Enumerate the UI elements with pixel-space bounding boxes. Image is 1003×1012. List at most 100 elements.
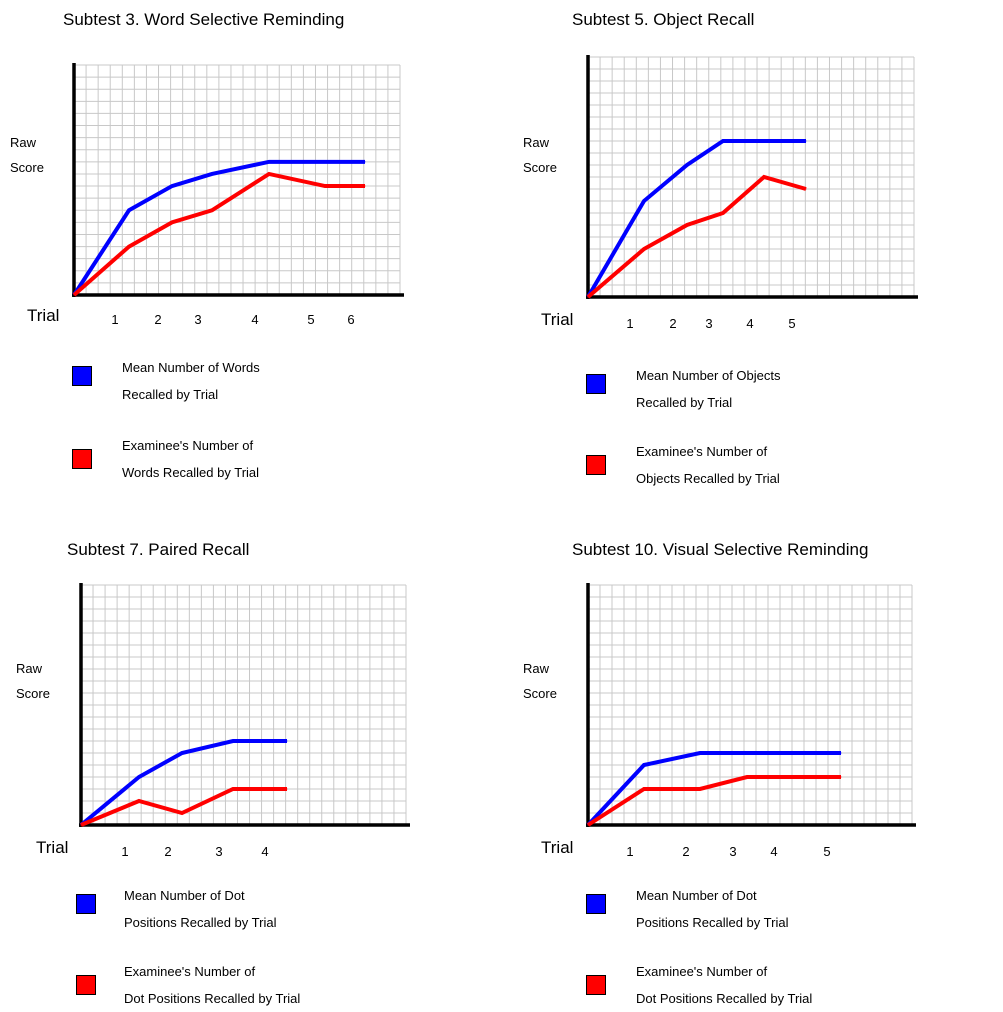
series-line-examinee — [586, 775, 841, 827]
data-point — [268, 173, 270, 175]
legend-swatch-mean — [76, 894, 96, 914]
data-point — [324, 185, 326, 187]
y-label-line: Score — [523, 686, 557, 701]
series-line-mean — [586, 139, 806, 299]
data-point — [364, 185, 366, 187]
legend-line: Examinee's Number of — [124, 964, 256, 979]
data-point — [211, 209, 213, 211]
y-axis-label: Raw Score — [16, 656, 50, 706]
legend-line: Positions Recalled by Trial — [124, 915, 277, 930]
data-point — [364, 161, 366, 163]
data-point — [128, 246, 130, 248]
x-axis-label: Trial — [27, 306, 60, 325]
data-point — [138, 800, 140, 802]
data-point — [181, 812, 183, 814]
legend-line: Examinee's Number of — [122, 438, 254, 453]
y-label-line: Score — [16, 686, 50, 701]
legend-line: Mean Number of Words — [122, 360, 260, 375]
x-axis-label: Trial — [541, 310, 574, 329]
y-axis-label: Raw Score — [523, 656, 557, 706]
series-line-examinee — [80, 787, 287, 827]
data-point — [324, 161, 326, 163]
data-point — [232, 788, 234, 790]
data-point — [643, 764, 645, 766]
data-point — [171, 185, 173, 187]
legend-line: Dot Positions Recalled by Trial — [124, 991, 301, 1006]
y-label-line: Raw — [16, 661, 43, 676]
grid — [81, 584, 407, 825]
legend-label-mean: Mean Number of Dot Positions Recalled by… — [124, 882, 424, 936]
chart-title: Subtest 3. Word Selective Reminding — [63, 10, 345, 29]
data-point — [643, 200, 645, 202]
data-point — [171, 221, 173, 223]
legend-line: Examinee's Number of — [636, 444, 768, 459]
data-point — [286, 788, 288, 790]
x-tick-label: 5 — [788, 316, 796, 331]
data-point — [286, 740, 288, 742]
x-tick-label: 3 — [194, 312, 202, 327]
chart-title: Subtest 5. Object Recall — [572, 10, 755, 29]
x-tick-label: 5 — [823, 844, 831, 859]
data-point — [80, 824, 82, 826]
line-chart — [586, 55, 918, 299]
y-label-line: Raw — [10, 135, 37, 150]
x-tick-label: 4 — [770, 844, 778, 859]
legend-line: Positions Recalled by Trial — [636, 915, 789, 930]
y-label-line: Score — [10, 160, 44, 175]
series-line-mean — [586, 751, 841, 827]
data-point — [787, 776, 789, 778]
x-tick-label: 3 — [705, 316, 713, 331]
data-point — [128, 209, 130, 211]
data-point — [787, 752, 789, 754]
series-line-mean — [72, 159, 365, 297]
data-point — [587, 824, 589, 826]
line-chart — [72, 63, 404, 297]
legend-swatch-examinee — [586, 455, 606, 475]
legend-line: Words Recalled by Trial — [122, 465, 260, 480]
x-tick-label: 4 — [251, 312, 259, 327]
y-axis-label: Raw Score — [10, 130, 44, 180]
data-point — [211, 173, 213, 175]
line-chart — [79, 583, 410, 827]
x-tick-label: 2 — [164, 844, 172, 859]
data-point — [763, 140, 765, 142]
legend-swatch-examinee — [76, 975, 96, 995]
data-point — [686, 224, 688, 226]
legend-swatch-mean — [586, 894, 606, 914]
y-axis-label: Raw Score — [523, 130, 557, 180]
legend-line: Mean Number of Dot — [636, 888, 757, 903]
data-point — [840, 776, 842, 778]
grid — [74, 64, 401, 295]
x-tick-label: 6 — [347, 312, 355, 327]
line-chart — [586, 583, 916, 827]
x-tick-label: 3 — [215, 844, 223, 859]
x-axis-label: Trial — [36, 838, 69, 857]
legend-label-examinee: Examinee's Number of Dot Positions Recal… — [124, 958, 424, 1012]
legend-swatch-mean — [72, 366, 92, 386]
grid — [588, 56, 915, 297]
legend-label-examinee: Examinee's Number of Words Recalled by T… — [122, 432, 422, 486]
data-point — [805, 140, 807, 142]
data-point — [763, 176, 765, 178]
data-point — [840, 752, 842, 754]
legend-line: Objects Recalled by Trial — [636, 471, 780, 486]
legend-swatch-examinee — [586, 975, 606, 995]
x-tick-label: 1 — [121, 844, 129, 859]
x-tick-label: 2 — [682, 844, 690, 859]
legend-label-examinee: Examinee's Number of Dot Positions Recal… — [636, 958, 936, 1012]
data-point — [699, 788, 701, 790]
legend-label-mean: Mean Number of Dot Positions Recalled by… — [636, 882, 936, 936]
x-tick-label: 1 — [626, 844, 634, 859]
x-tick-label: 2 — [154, 312, 162, 327]
data-point — [587, 296, 589, 298]
y-label-line: Raw — [523, 661, 550, 676]
data-point — [643, 788, 645, 790]
legend-swatch-examinee — [72, 449, 92, 469]
data-point — [73, 294, 75, 296]
legend-line: Examinee's Number of — [636, 964, 768, 979]
x-axis-label: Trial — [541, 838, 574, 857]
data-point — [746, 752, 748, 754]
data-point — [268, 161, 270, 163]
data-point — [699, 752, 701, 754]
legend-line: Mean Number of Objects — [636, 368, 781, 383]
